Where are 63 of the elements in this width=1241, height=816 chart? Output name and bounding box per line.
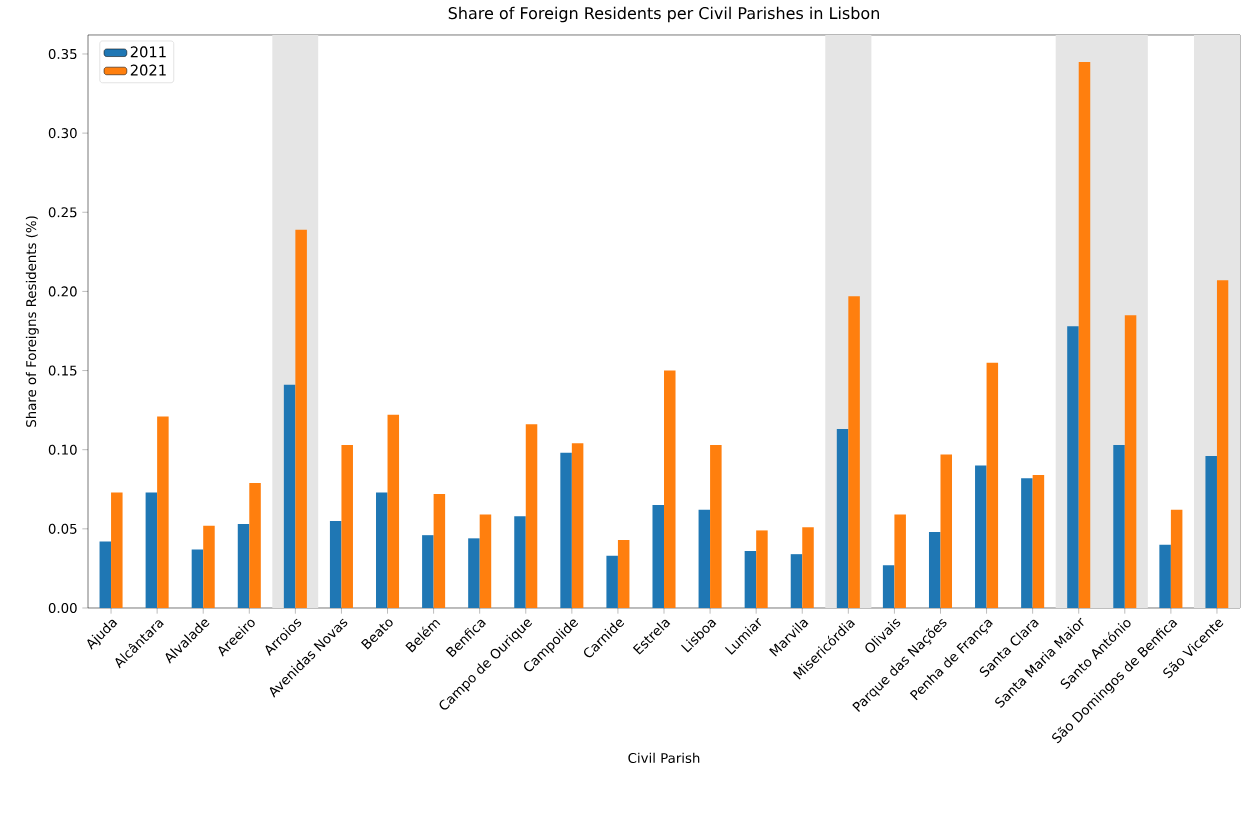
bar: [975, 465, 987, 608]
bar: [387, 414, 400, 608]
x-axis-title: Civil Parish: [628, 752, 700, 764]
bar: [790, 554, 803, 608]
bar: [744, 551, 757, 608]
bar: [422, 535, 434, 608]
bar: [111, 492, 123, 608]
bar: [376, 492, 388, 608]
bar: [928, 532, 941, 608]
bar: [940, 454, 953, 608]
bar: [1032, 475, 1045, 608]
bar: [1113, 444, 1125, 608]
bar: [894, 514, 906, 608]
y-tick-label: 0.10: [48, 444, 77, 455]
legend-label: 2021: [130, 64, 166, 76]
bar: [1159, 544, 1171, 608]
bar: [836, 429, 849, 608]
bar: [710, 444, 722, 608]
bar: [571, 443, 584, 608]
bar: [525, 424, 538, 608]
bar: [1205, 456, 1217, 608]
chart-title: Share of Foreign Residents per Civil Parishes in Lisbon: [448, 6, 879, 23]
y-tick-label: 0.30: [48, 128, 77, 139]
bar: [145, 492, 158, 608]
bar: [433, 494, 446, 608]
y-axis-title: Share of Foreigns Residents (%): [25, 216, 39, 427]
bar: [203, 525, 215, 608]
y-tick-label: 0.15: [48, 365, 77, 376]
bar: [99, 541, 112, 608]
bar: [1067, 326, 1079, 608]
y-tick-label: 0.20: [48, 286, 77, 297]
bar: [191, 549, 204, 608]
bar: [283, 384, 296, 608]
bar: [848, 296, 860, 608]
bar: [698, 509, 711, 608]
bar: [606, 555, 618, 608]
bar: [237, 524, 250, 608]
legend-label: 2011: [130, 46, 166, 58]
bar: [1124, 315, 1137, 608]
bar: [249, 482, 261, 608]
bar: [1078, 61, 1091, 608]
bar: [479, 514, 492, 608]
bar: [802, 527, 814, 608]
bar: [295, 229, 307, 608]
y-tick-label: 0.25: [48, 207, 77, 218]
bar: [560, 452, 572, 608]
bar: [468, 538, 480, 608]
bar: [882, 565, 895, 608]
bar: [756, 530, 768, 608]
y-tick-label: 0.00: [48, 602, 77, 614]
bar: [341, 444, 353, 608]
bar: [1021, 478, 1033, 608]
bar: [1170, 509, 1183, 608]
bar: [652, 505, 665, 608]
bar: [157, 416, 169, 608]
bar: [514, 516, 526, 608]
bar: [664, 370, 676, 608]
bar: [617, 539, 630, 608]
y-tick-label: 0.35: [48, 48, 77, 60]
bar: [329, 520, 342, 608]
bar: [986, 362, 999, 608]
y-tick-label: 0.05: [48, 523, 77, 534]
bar: [1216, 280, 1229, 608]
